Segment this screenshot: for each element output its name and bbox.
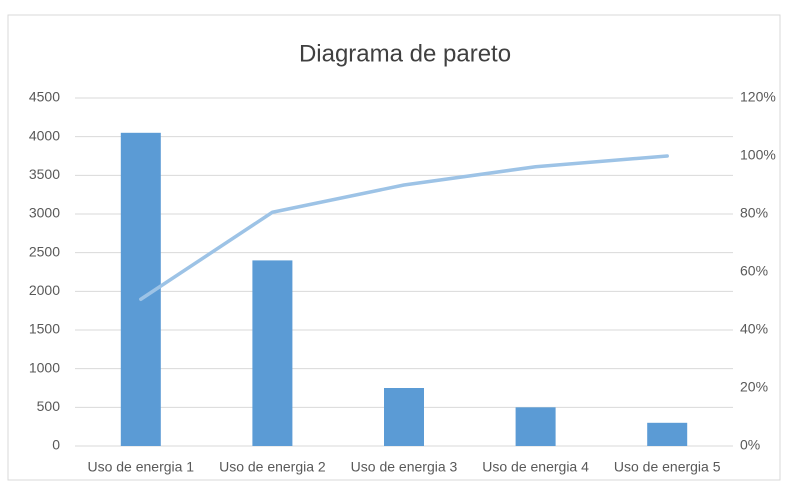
- x-tick-label: Uso de energia 4: [482, 459, 589, 475]
- bar: [515, 407, 556, 446]
- y-tick-label: 3500: [29, 166, 60, 182]
- y2-tick-label: 40%: [740, 321, 768, 337]
- x-tick-label: Uso de energia 2: [219, 459, 326, 475]
- y2-tick-label: 120%: [740, 89, 776, 105]
- y2-tick-label: 20%: [740, 379, 768, 395]
- y-tick-label: 2500: [29, 243, 60, 259]
- y2-tick-label: 0%: [740, 437, 760, 453]
- x-tick-label: Uso de energia 1: [87, 459, 194, 475]
- bar: [384, 388, 424, 446]
- y-tick-label: 4500: [29, 89, 60, 105]
- bar: [252, 260, 293, 446]
- y-tick-label: 2000: [29, 282, 60, 298]
- y-tick-label: 1500: [29, 321, 60, 337]
- y-tick-label: 500: [37, 398, 61, 414]
- line: [139, 154, 669, 302]
- y2-tick-label: 100%: [740, 147, 776, 163]
- y-tick-label: 4000: [29, 127, 60, 143]
- x-tick-label: Uso de energia 5: [614, 459, 721, 475]
- chart-title: Diagrama de pareto: [299, 40, 511, 67]
- x-tick-label: Uso de energia 3: [351, 459, 458, 475]
- bar: [647, 422, 688, 446]
- y-tick-label: 0: [52, 437, 60, 453]
- y2-tick-label: 60%: [740, 263, 768, 279]
- y-tick-label: 1000: [29, 359, 60, 375]
- y-tick-label: 3000: [29, 205, 60, 221]
- y2-tick-label: 80%: [740, 205, 768, 221]
